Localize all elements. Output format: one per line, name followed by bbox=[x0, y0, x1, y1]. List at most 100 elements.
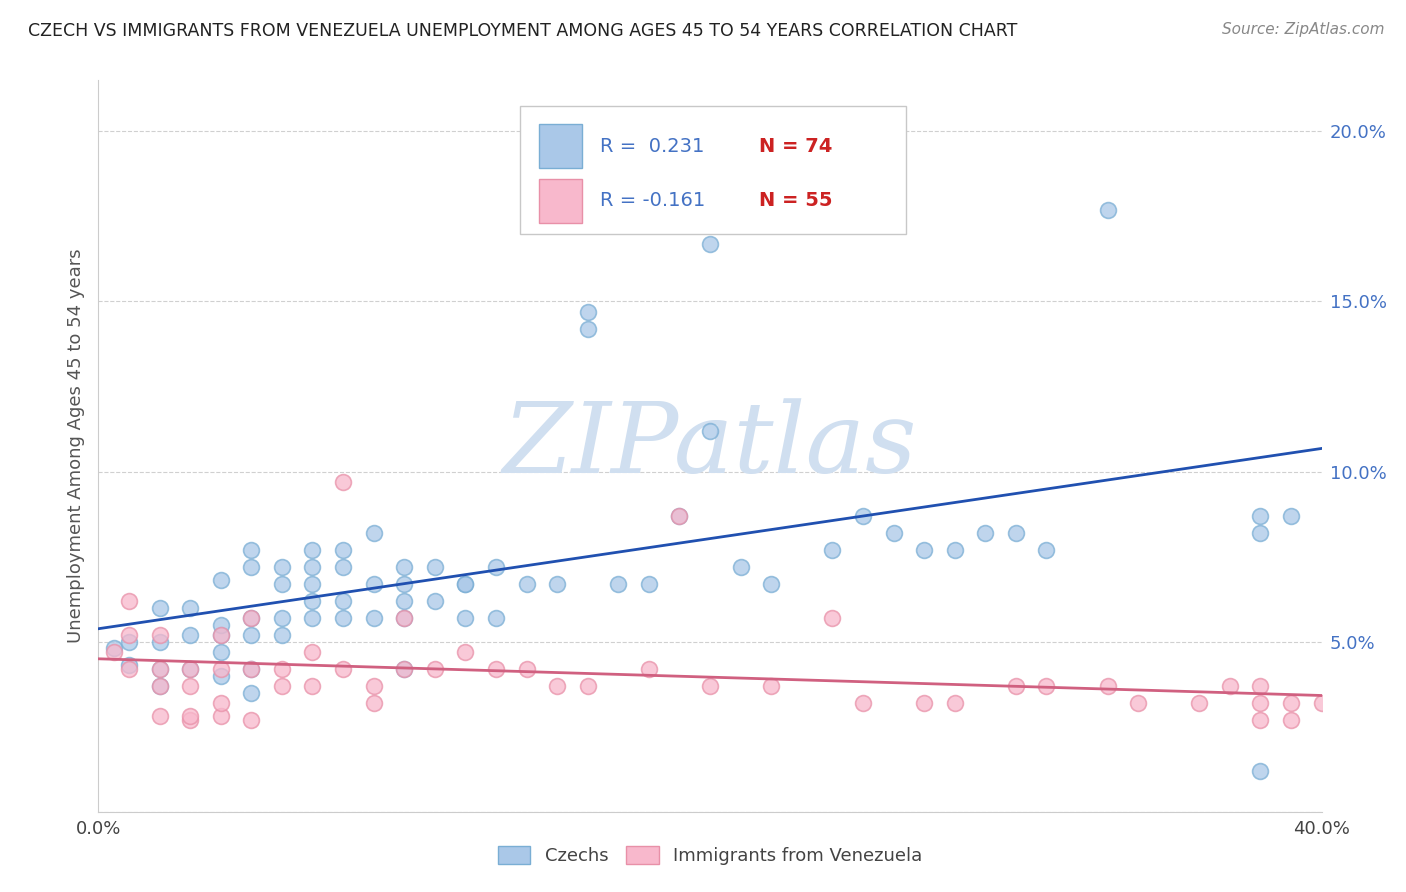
Point bbox=[240, 662, 263, 676]
Point bbox=[912, 542, 935, 557]
Point bbox=[516, 576, 538, 591]
Text: ZIPatlas: ZIPatlas bbox=[503, 399, 917, 493]
Point bbox=[179, 628, 201, 642]
Point bbox=[270, 628, 292, 642]
Point bbox=[699, 424, 721, 438]
Point bbox=[759, 576, 782, 591]
Text: N = 55: N = 55 bbox=[759, 192, 832, 211]
Point bbox=[759, 679, 782, 693]
Point bbox=[332, 662, 354, 676]
Point bbox=[1249, 696, 1271, 710]
Point bbox=[1310, 696, 1333, 710]
Point bbox=[576, 679, 599, 693]
Point bbox=[301, 542, 323, 557]
Point bbox=[240, 628, 263, 642]
Text: Source: ZipAtlas.com: Source: ZipAtlas.com bbox=[1222, 22, 1385, 37]
Point bbox=[1097, 679, 1119, 693]
Point bbox=[270, 679, 292, 693]
Point bbox=[209, 628, 232, 642]
Point bbox=[1279, 713, 1302, 727]
Point bbox=[240, 686, 263, 700]
Point bbox=[332, 559, 354, 574]
Point bbox=[209, 696, 232, 710]
Point bbox=[332, 611, 354, 625]
Point bbox=[332, 542, 354, 557]
Point bbox=[240, 542, 263, 557]
Y-axis label: Unemployment Among Ages 45 to 54 years: Unemployment Among Ages 45 to 54 years bbox=[66, 249, 84, 643]
Text: CZECH VS IMMIGRANTS FROM VENEZUELA UNEMPLOYMENT AMONG AGES 45 TO 54 YEARS CORREL: CZECH VS IMMIGRANTS FROM VENEZUELA UNEMP… bbox=[28, 22, 1018, 40]
Point bbox=[454, 576, 477, 591]
Point bbox=[454, 576, 477, 591]
Point bbox=[270, 559, 292, 574]
Point bbox=[1188, 696, 1211, 710]
Point bbox=[209, 709, 232, 723]
Point bbox=[423, 559, 446, 574]
Point bbox=[179, 713, 201, 727]
Point bbox=[546, 576, 568, 591]
Point bbox=[1219, 679, 1241, 693]
Text: R =  0.231: R = 0.231 bbox=[600, 136, 704, 155]
Point bbox=[103, 645, 125, 659]
Point bbox=[363, 611, 385, 625]
Point bbox=[363, 679, 385, 693]
Point bbox=[1249, 713, 1271, 727]
Point bbox=[974, 525, 997, 540]
Point bbox=[301, 611, 323, 625]
Point bbox=[301, 594, 323, 608]
Text: N = 74: N = 74 bbox=[759, 136, 832, 155]
Point bbox=[576, 304, 599, 318]
Point bbox=[118, 594, 141, 608]
Point bbox=[821, 611, 844, 625]
Point bbox=[1279, 696, 1302, 710]
Point bbox=[637, 576, 661, 591]
Point bbox=[699, 679, 721, 693]
Point bbox=[392, 662, 416, 676]
Point bbox=[118, 658, 141, 673]
Point bbox=[1004, 525, 1026, 540]
Point bbox=[363, 525, 385, 540]
Point bbox=[240, 713, 263, 727]
Text: R = -0.161: R = -0.161 bbox=[600, 192, 706, 211]
Point bbox=[332, 475, 354, 489]
Legend: Czechs, Immigrants from Venezuela: Czechs, Immigrants from Venezuela bbox=[491, 838, 929, 872]
Point bbox=[179, 709, 201, 723]
Point bbox=[240, 662, 263, 676]
Point bbox=[118, 634, 141, 648]
Point bbox=[240, 611, 263, 625]
Point bbox=[209, 662, 232, 676]
Point bbox=[730, 559, 752, 574]
Point bbox=[301, 576, 323, 591]
Point bbox=[209, 645, 232, 659]
Point bbox=[270, 662, 292, 676]
Point bbox=[943, 542, 966, 557]
Point bbox=[209, 668, 232, 682]
Point bbox=[516, 662, 538, 676]
Point bbox=[118, 662, 141, 676]
Point bbox=[103, 641, 125, 656]
Point bbox=[392, 559, 416, 574]
Point bbox=[118, 628, 141, 642]
Bar bbox=[538, 124, 582, 168]
Point bbox=[149, 679, 172, 693]
Point bbox=[301, 559, 323, 574]
Point bbox=[392, 662, 416, 676]
Point bbox=[485, 662, 508, 676]
Point bbox=[485, 559, 508, 574]
Point bbox=[852, 508, 875, 523]
Point bbox=[209, 574, 232, 588]
Point bbox=[209, 617, 232, 632]
Point bbox=[821, 542, 844, 557]
Point bbox=[149, 679, 172, 693]
Point bbox=[149, 628, 172, 642]
Point bbox=[392, 611, 416, 625]
Point bbox=[1249, 679, 1271, 693]
Point bbox=[392, 594, 416, 608]
Point bbox=[1249, 508, 1271, 523]
Point bbox=[454, 611, 477, 625]
Point bbox=[1249, 764, 1271, 778]
Point bbox=[179, 662, 201, 676]
Point bbox=[270, 576, 292, 591]
Point bbox=[149, 662, 172, 676]
Point bbox=[912, 696, 935, 710]
Point bbox=[1249, 525, 1271, 540]
